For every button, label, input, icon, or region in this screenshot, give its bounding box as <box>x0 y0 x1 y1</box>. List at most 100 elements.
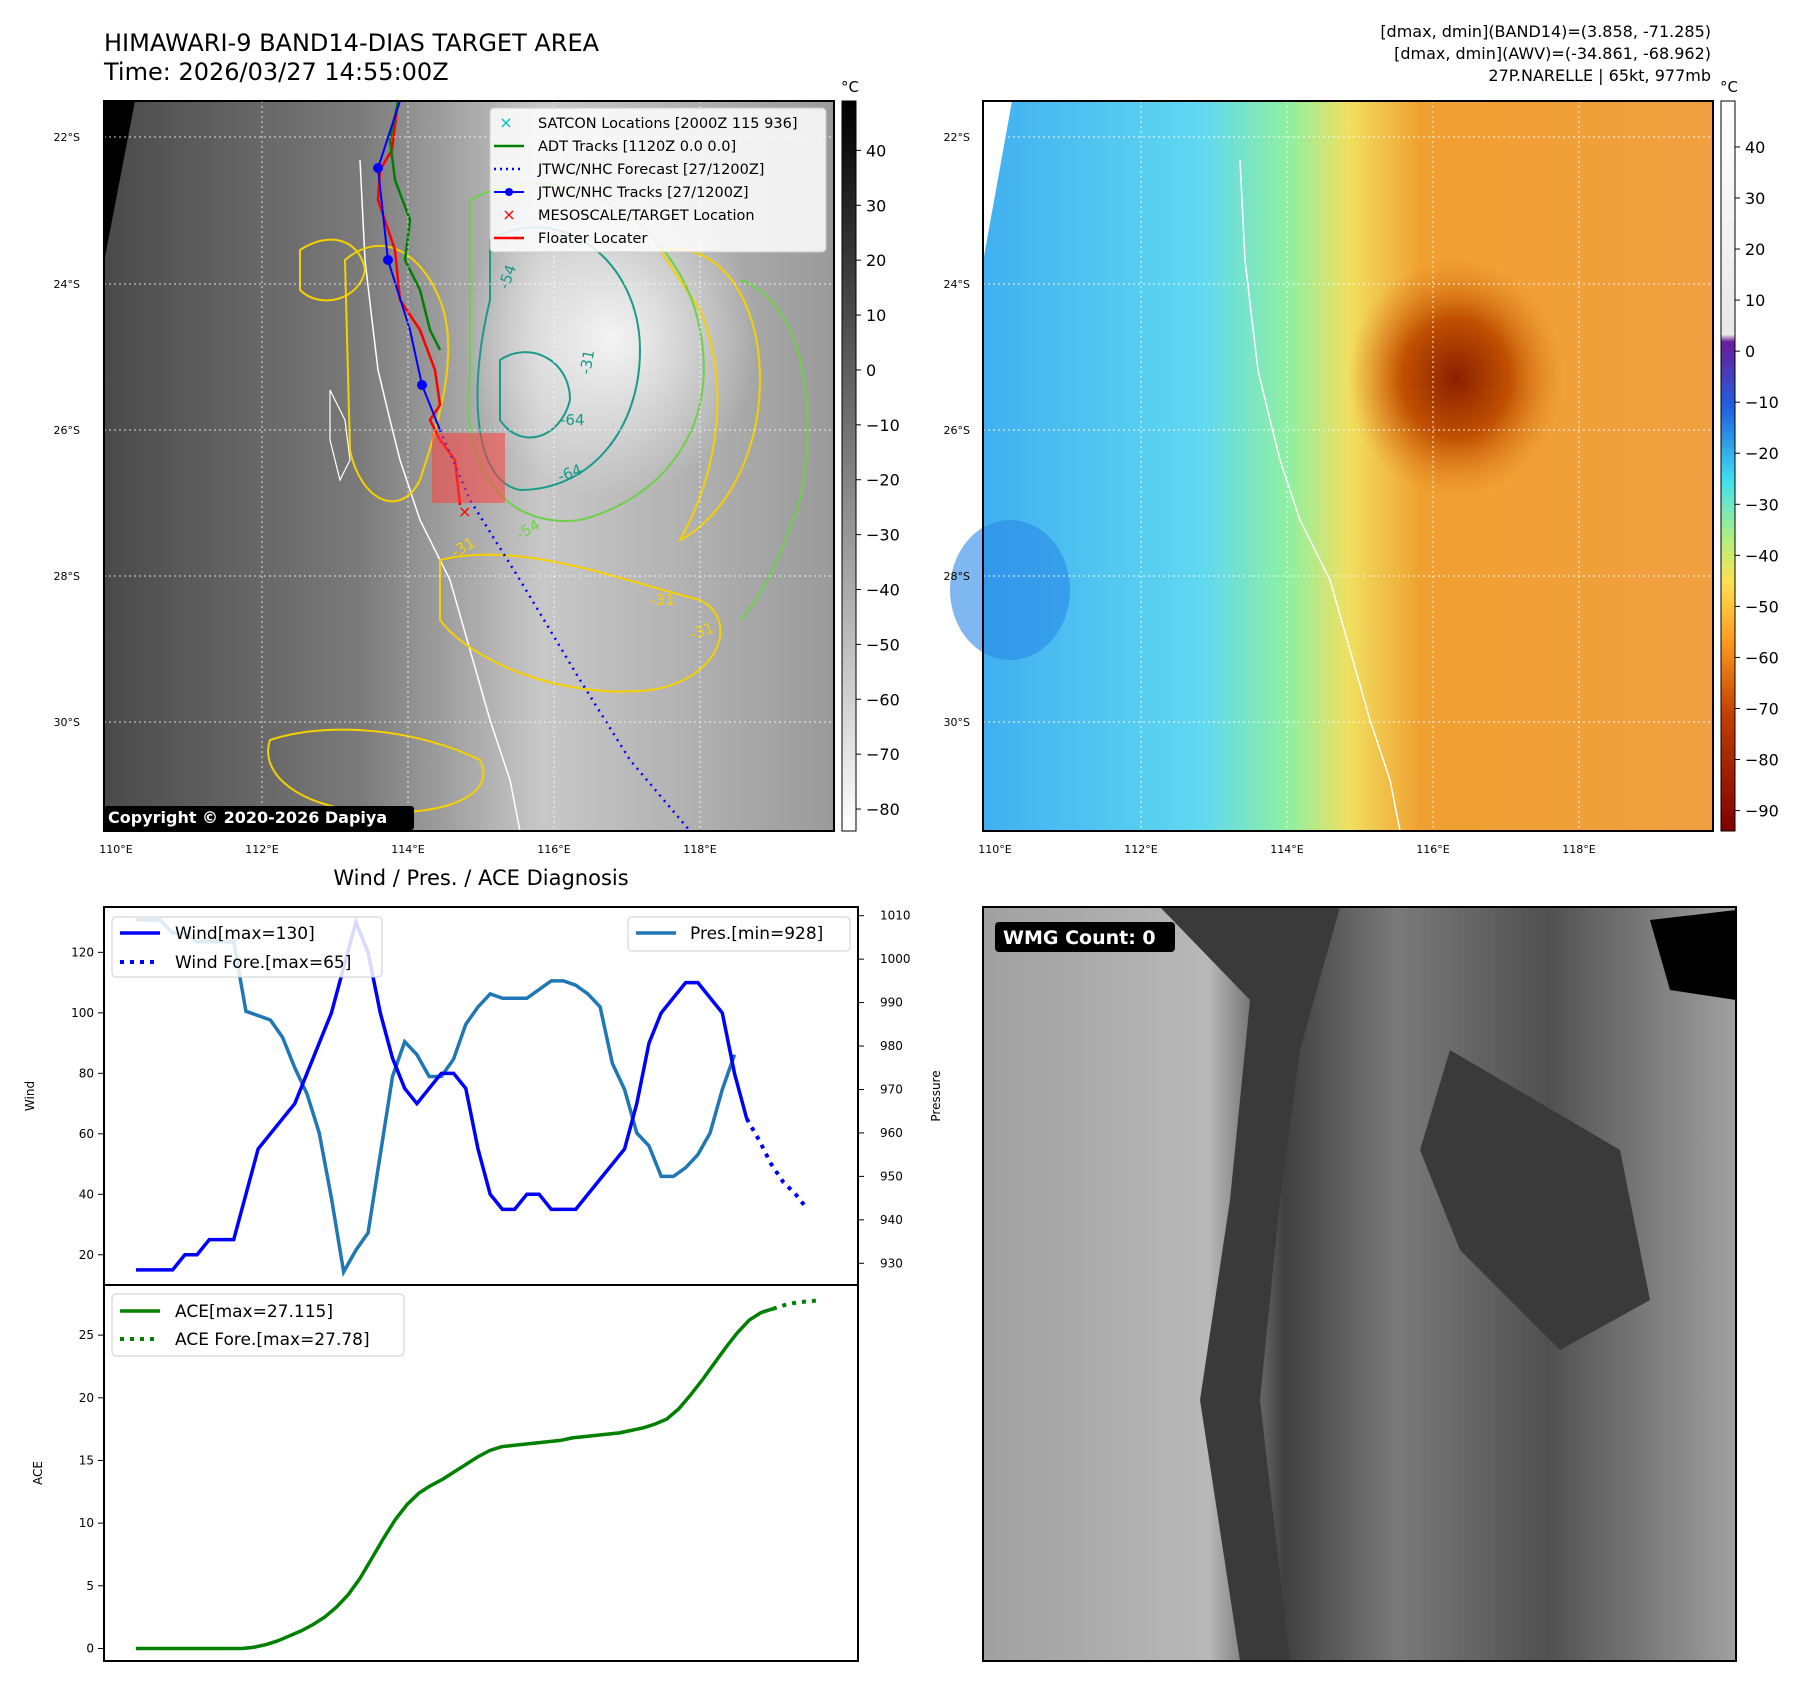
color-lon-label-110: 110°E <box>978 843 1011 856</box>
ir-colorbar-tick-label: −10 <box>866 416 900 435</box>
ir-colorbar-tick-label: 30 <box>866 196 886 215</box>
legend-target-label: MESOSCALE/TARGET Location <box>538 208 755 224</box>
color-lat-label-28: 28°S <box>944 570 970 583</box>
wind-y-tick-label: 80 <box>79 1066 94 1080</box>
contour-green-2 <box>739 279 809 621</box>
color-colorbar-tick-label: −30 <box>1745 495 1779 514</box>
color-lon-label-116: 116°E <box>1416 843 1449 856</box>
color-colorbar-tick-label: −80 <box>1745 751 1779 770</box>
wmg-border <box>982 906 1737 1662</box>
ace-y-tick-label: 25 <box>79 1328 94 1342</box>
ir-coastline <box>359 159 521 832</box>
copyright-text: Copyright © 2020-2026 Dapiya <box>108 808 387 827</box>
ir-colorbar-tick-label: 0 <box>866 361 876 380</box>
ir-colorbar-tick-label: 40 <box>866 141 886 160</box>
color-coastline <box>1239 159 1401 832</box>
copyright-box <box>104 806 414 830</box>
color-lon-label-114: 114°E <box>1270 843 1303 856</box>
ir-colorbar-tick-label: −50 <box>866 635 900 654</box>
pressure-legend-label: Pres.[min=928] <box>690 924 823 944</box>
ir-legend: × SATCON Locations [2000Z 115 936] ADT T… <box>489 107 827 253</box>
ir-colorbar-ticks: 40 30 20 10 0 −10 −20 −30 −40 −50 −60 −70 −80 <box>856 141 900 819</box>
legend-adt-label: ADT Tracks [1120Z 0.0 0.0] <box>538 139 736 155</box>
ir-colorbar-tick-label: −70 <box>866 745 900 764</box>
pressure-legend-box <box>627 916 851 952</box>
title-line-2: Time: 2026/03/27 14:55:00Z <box>103 58 449 86</box>
pressure-y-tick-label: 1010 <box>880 909 911 923</box>
color-cold-blob <box>950 520 1070 660</box>
wind-fore-legend-label: Wind Fore.[max=65] <box>175 953 351 973</box>
pressure-y-tick-label: 980 <box>880 1039 903 1053</box>
wind-axis-label: Wind <box>23 1081 37 1111</box>
pressure-y-tick-label: 940 <box>880 1213 903 1227</box>
wmg-black-region <box>1650 910 1736 1000</box>
ace-y-tick-label: 20 <box>79 1391 94 1405</box>
contour-label-3: -31 <box>576 348 598 375</box>
ir-map-border <box>103 100 835 832</box>
title-line-1: HIMAWARI-9 BAND14-DIAS TARGET AREA <box>104 29 600 57</box>
ir-lon-label-110: 110°E <box>99 843 132 856</box>
wind-legend-box <box>111 916 383 978</box>
color-lat-label-22: 22°S <box>944 131 970 144</box>
color-map-border <box>982 100 1714 832</box>
color-colorbar-tick-label: 10 <box>1745 291 1765 310</box>
color-storm-core <box>1240 210 1600 610</box>
diagnosis-title: Wind / Pres. / ACE Diagnosis <box>333 866 628 890</box>
ir-colorbar-unit: °C <box>841 78 859 96</box>
info-line-2: [dmax, dmin](AWV)=(-34.861, -68.962) <box>1394 44 1711 63</box>
wmg-panel: WMG Count: 0 <box>982 906 1737 1662</box>
color-map-panel: 22°S 24°S 26°S 28°S 30°S 110°E 112°E 114… <box>944 78 1779 856</box>
ir-legend-box <box>489 107 827 253</box>
ir-colorbar-tick-label: −80 <box>866 800 900 819</box>
contour-yellow-4 <box>267 728 485 814</box>
ace-legend-label: ACE[max=27.115] <box>175 1302 333 1322</box>
legend-satcon-label: SATCON Locations [2000Z 115 936] <box>538 116 797 132</box>
color-colorbar-tick-label: 30 <box>1745 189 1765 208</box>
legend-satcon-symbol: × <box>499 113 512 132</box>
info-line-3: 27P.NARELLE | 65kt, 977mb <box>1488 66 1711 85</box>
wind-y-tick-label: 60 <box>79 1127 94 1141</box>
ir-lat-label-28: 28°S <box>54 570 80 583</box>
ir-lon-label-114: 114°E <box>391 843 424 856</box>
ace-forecast-series-line <box>772 1298 821 1311</box>
ir-colorbar-tick-label: −60 <box>866 690 900 709</box>
color-colorbar-tick-label: 0 <box>1745 342 1755 361</box>
pressure-y-ticks: 930 940 950 960 970 980 990 1000 1010 <box>858 909 911 1270</box>
ir-lon-label-112: 112°E <box>245 843 278 856</box>
mesoscale-marker: × <box>458 502 471 521</box>
wind-pressure-chart: Wind / Pres. / ACE Diagnosis 20 40 60 80 100… <box>23 866 943 1286</box>
legend-forecast-label: JTWC/NHC Forecast [27/1200Z] <box>537 162 764 178</box>
ace-series-line <box>136 1307 774 1651</box>
ace-chart: 0 5 10 15 20 25 ACE ACE[max=27.115] ACE Fore.… <box>31 1284 859 1662</box>
color-gridlines <box>983 101 1713 831</box>
ir-lat-label-24: 24°S <box>54 278 80 291</box>
ir-map-panel: -64 -54 -31 -64 -54 -31 -31 -31 × <box>54 78 900 856</box>
color-lon-label-118: 118°E <box>1562 843 1595 856</box>
ir-lon-label-118: 118°E <box>683 843 716 856</box>
jtwc-track-point-3 <box>417 380 427 390</box>
color-colorbar-unit: °C <box>1720 78 1738 96</box>
pressure-axis-label: Pressure <box>929 1070 943 1121</box>
wmg-dark-region <box>1420 1050 1650 1350</box>
ir-lon-label-116: 116°E <box>537 843 570 856</box>
color-colorbar-tick-label: −20 <box>1745 444 1779 463</box>
contour-yellow-5 <box>658 247 762 543</box>
pressure-y-tick-label: 930 <box>880 1256 903 1270</box>
ace-axis-label: ACE <box>31 1461 45 1485</box>
color-colorbar <box>1720 100 1736 832</box>
color-colorbar-tick-label: 20 <box>1745 240 1765 259</box>
legend-floater-label: Floater Locater <box>538 231 647 247</box>
ir-island-coast <box>329 389 351 482</box>
ir-colorbar-tick-label: 10 <box>866 306 886 325</box>
wmg-count-label: WMG Count: 0 <box>1003 927 1156 949</box>
color-colorbar-tick-label: −60 <box>1745 648 1779 667</box>
ir-lat-label-22: 22°S <box>54 131 80 144</box>
color-colorbar-tick-label: −10 <box>1745 393 1779 412</box>
ace-y-tick-label: 10 <box>79 1516 94 1530</box>
ace-y-tick-label: 0 <box>86 1641 94 1655</box>
jtwc-track-point-1 <box>373 163 383 173</box>
jtwc-track <box>376 100 441 431</box>
pressure-y-tick-label: 950 <box>880 1169 903 1183</box>
color-lat-label-24: 24°S <box>944 278 970 291</box>
ir-colorbar-tick-label: 20 <box>866 251 886 270</box>
